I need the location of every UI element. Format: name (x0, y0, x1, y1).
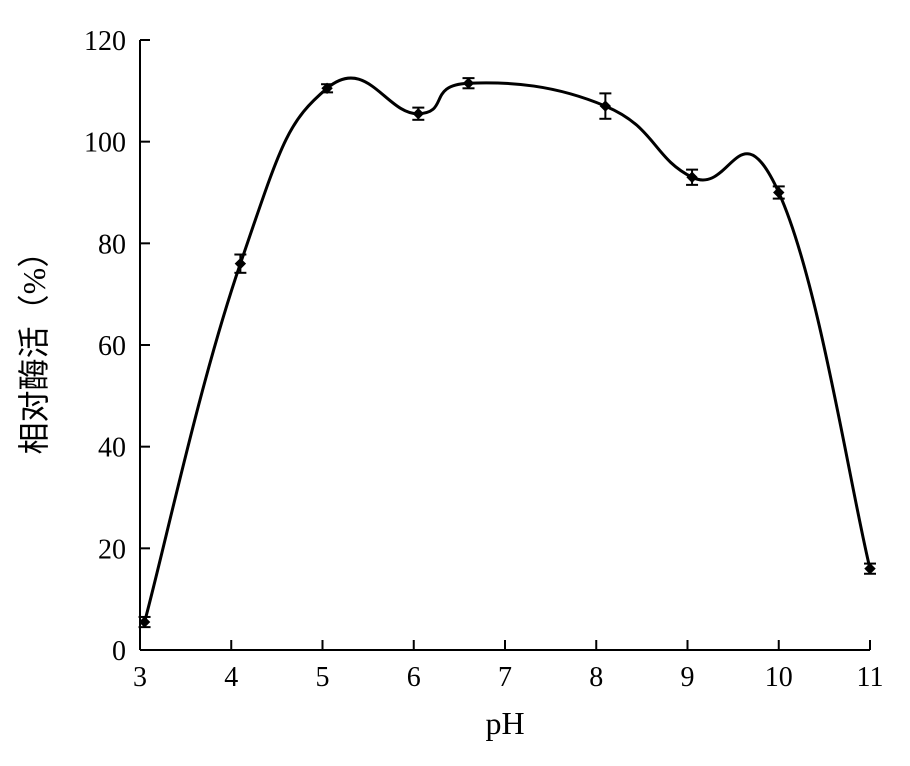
y-tick-label: 20 (98, 534, 126, 565)
x-tick-label: 11 (857, 662, 884, 693)
x-tick-label: 4 (224, 662, 238, 693)
y-axis-label: 相对酶活（%） (16, 236, 52, 455)
x-tick-label: 7 (498, 662, 512, 693)
x-tick-label: 5 (316, 662, 330, 693)
x-tick-label: 3 (133, 662, 147, 693)
x-tick-label: 10 (765, 662, 793, 693)
y-tick-label: 60 (98, 331, 126, 362)
x-axis-label: pH (485, 705, 524, 741)
plot-bg (0, 0, 910, 766)
y-tick-label: 80 (98, 229, 126, 260)
chart-svg: 3 4 5 6 7 8 9 10 11 0 20 40 60 80 100 120 pH 相对酶活（%） (0, 0, 910, 766)
x-tick-label: 6 (407, 662, 421, 693)
x-tick-label: 8 (589, 662, 603, 693)
x-tick-label: 9 (681, 662, 695, 693)
y-tick-label: 40 (98, 433, 126, 464)
y-tick-label: 0 (112, 636, 126, 667)
y-tick-label: 120 (84, 26, 126, 57)
y-tick-label: 100 (84, 128, 126, 159)
chart-container: 3 4 5 6 7 8 9 10 11 0 20 40 60 80 100 120 pH 相对酶活（%） (0, 0, 910, 766)
